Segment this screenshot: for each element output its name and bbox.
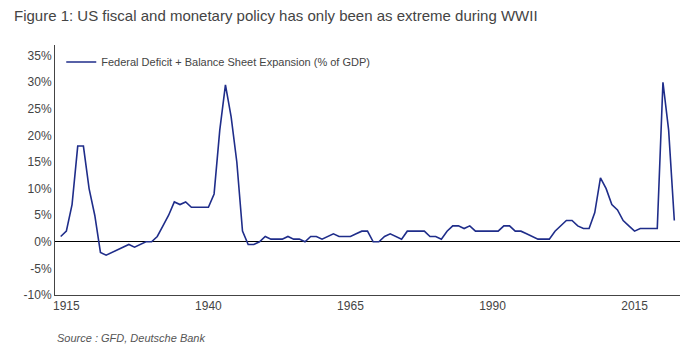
svg-text:Federal Deficit + Balance Shee: Federal Deficit + Balance Sheet Expansio… [101, 56, 370, 68]
svg-text:1915: 1915 [53, 299, 80, 313]
svg-text:2015: 2015 [621, 299, 648, 313]
svg-text:5%: 5% [34, 208, 52, 222]
svg-text:1965: 1965 [337, 299, 364, 313]
svg-text:35%: 35% [28, 49, 52, 63]
svg-text:1940: 1940 [195, 299, 222, 313]
svg-text:30%: 30% [28, 75, 52, 89]
svg-text:-10%: -10% [24, 288, 52, 302]
svg-text:Source : GFD, Deutsche Bank: Source : GFD, Deutsche Bank [57, 332, 205, 344]
svg-text:25%: 25% [28, 102, 52, 116]
svg-text:-5%: -5% [30, 262, 52, 276]
svg-text:0%: 0% [34, 235, 52, 249]
svg-text:Figure 1: US fiscal and moneta: Figure 1: US fiscal and monetary policy … [14, 7, 538, 24]
svg-text:10%: 10% [28, 182, 52, 196]
svg-text:1990: 1990 [479, 299, 506, 313]
svg-text:20%: 20% [28, 129, 52, 143]
svg-text:15%: 15% [28, 155, 52, 169]
